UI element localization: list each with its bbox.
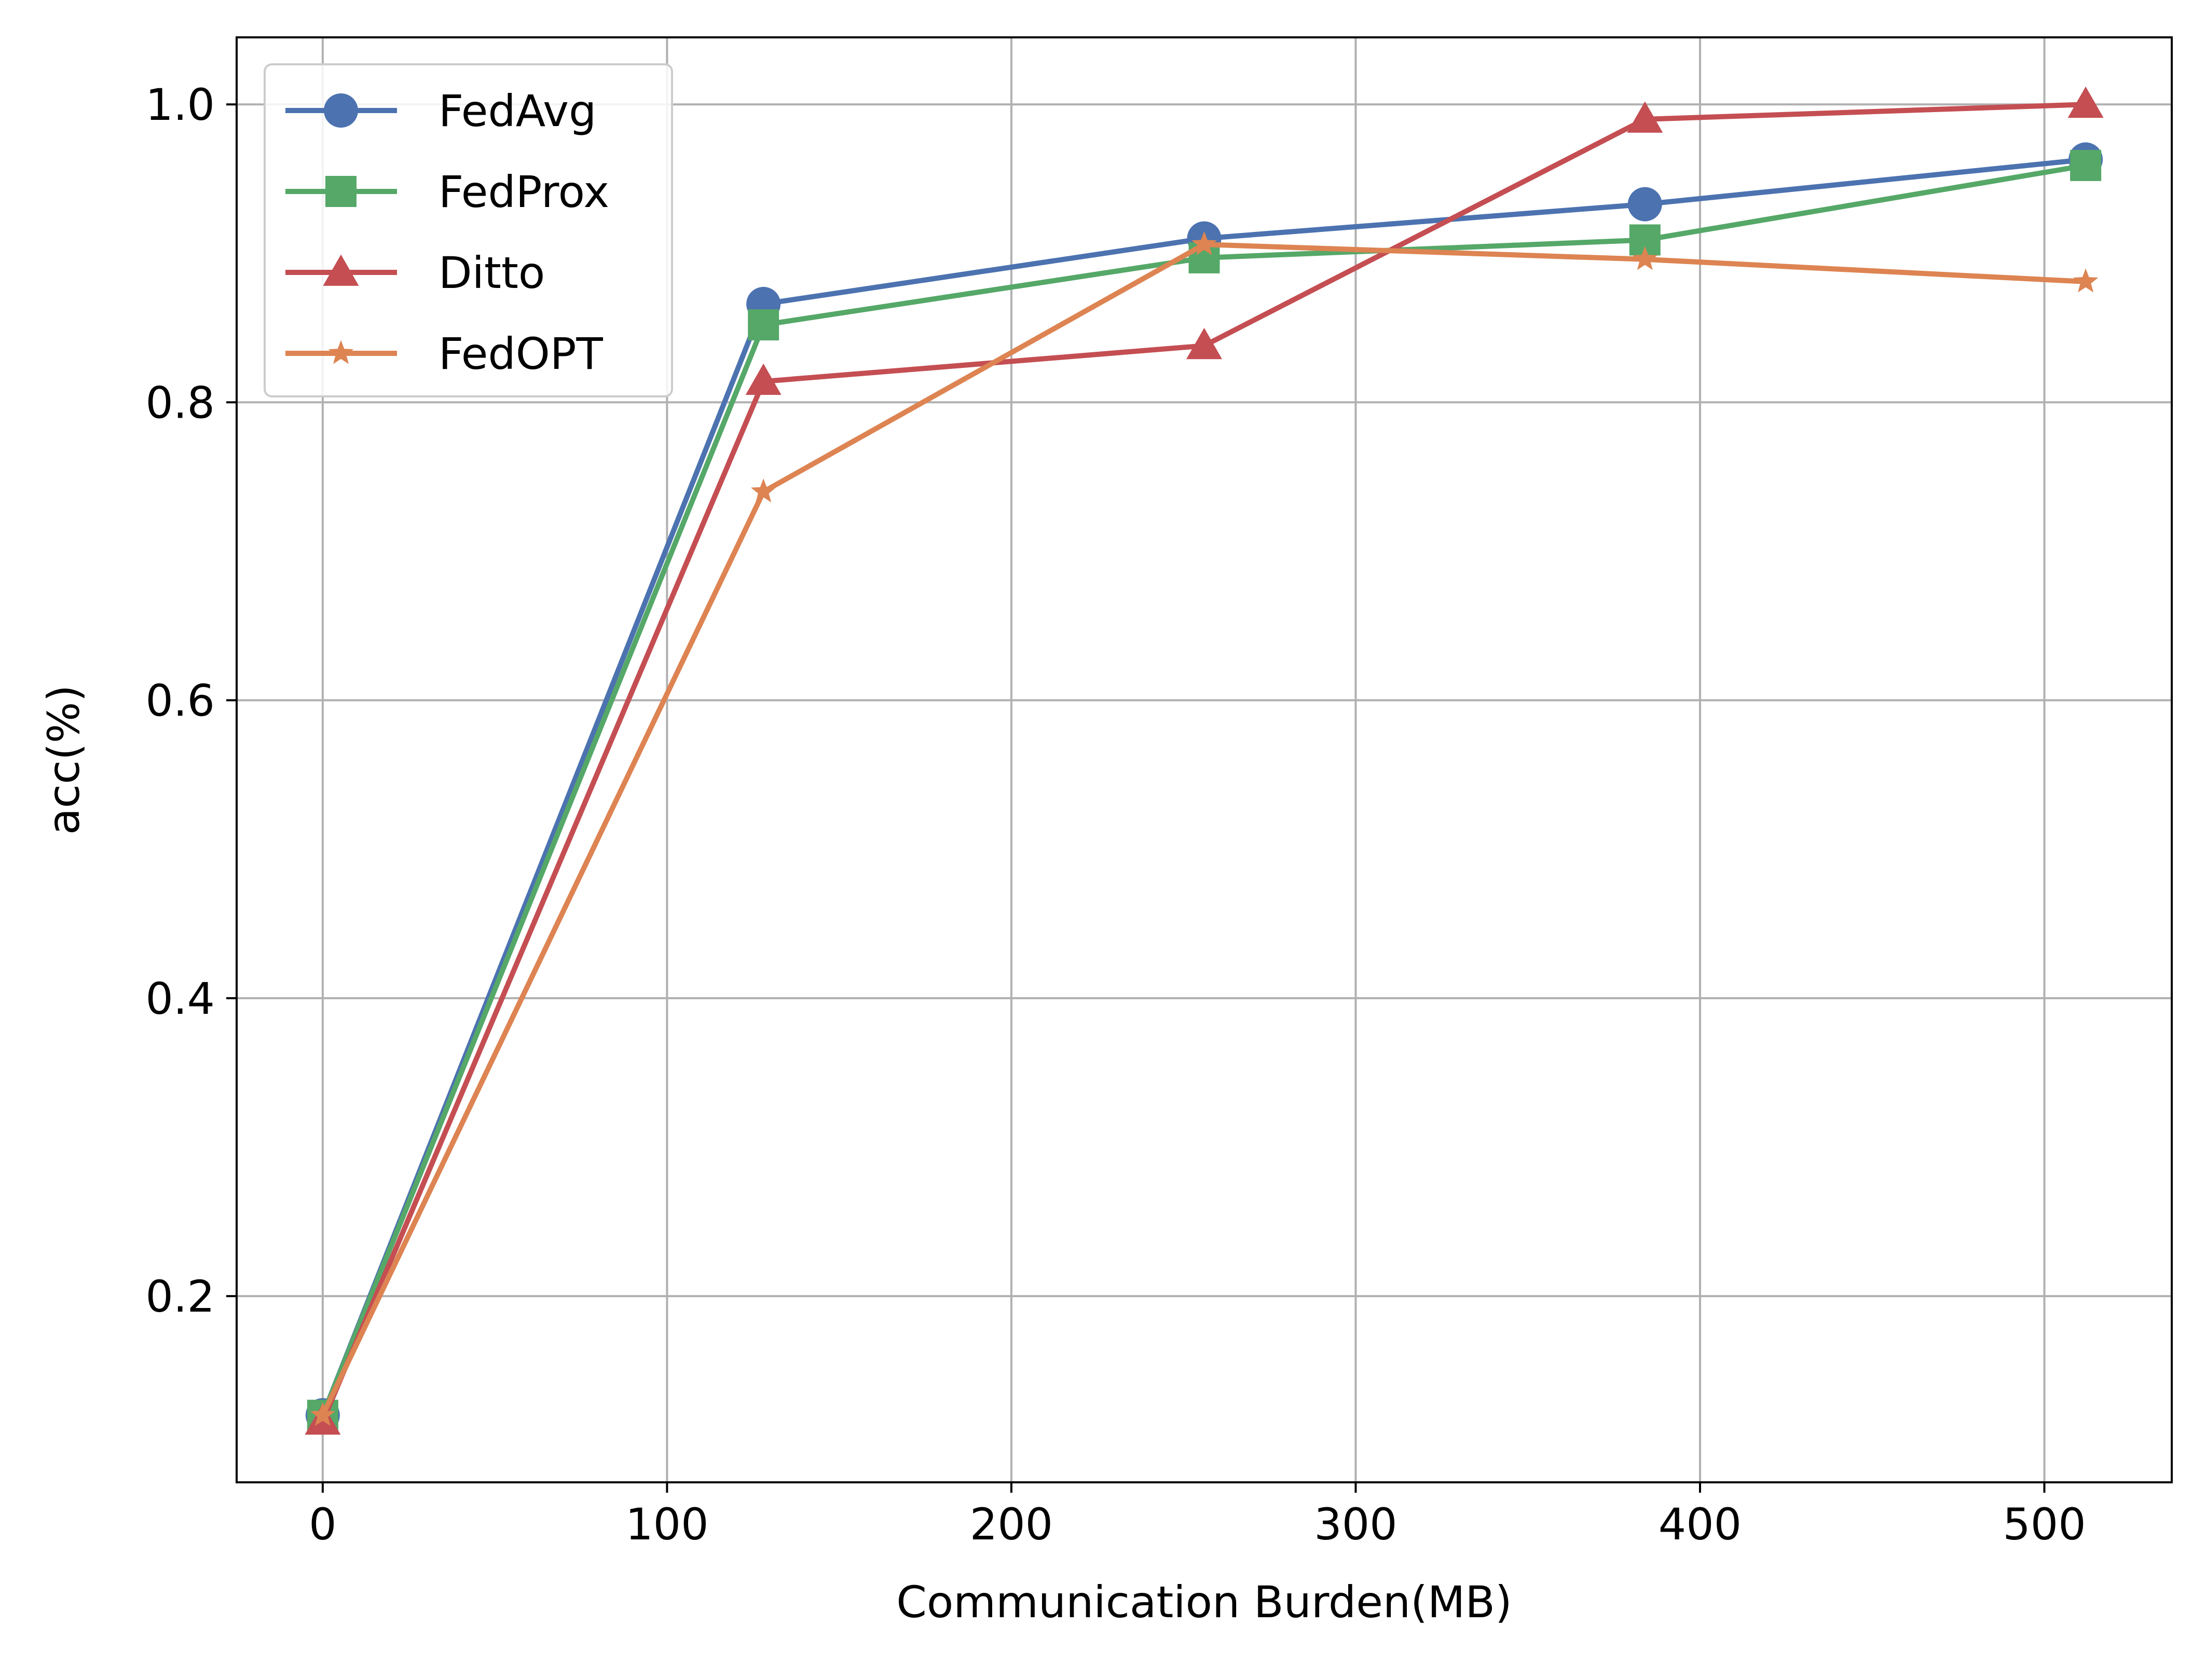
series-fedopt bbox=[310, 231, 2099, 1426]
legend-label: FedOPT bbox=[439, 328, 603, 379]
legend-item-ditto: Ditto bbox=[285, 247, 545, 298]
legend-label: Ditto bbox=[439, 247, 545, 298]
plot-frame bbox=[236, 36, 2173, 1483]
data-point bbox=[2067, 86, 2104, 118]
x-tick-label: 100 bbox=[625, 1499, 708, 1550]
data-point bbox=[745, 363, 782, 395]
data-point bbox=[1186, 327, 1222, 360]
series-line bbox=[320, 242, 2089, 1418]
y-tick-label: 1.0 bbox=[145, 79, 215, 130]
legend: FedAvg FedProx Ditto FedOPT bbox=[264, 63, 673, 397]
series-group bbox=[305, 86, 2104, 1435]
y-tick-label: 0.4 bbox=[145, 973, 215, 1024]
data-point bbox=[748, 309, 779, 341]
ticks: 0 100 200 300 400 500 0.2 0.4 0.6 0.8 1.0 bbox=[145, 79, 2086, 1550]
y-tick-label: 0.8 bbox=[145, 377, 215, 428]
data-point bbox=[1191, 231, 1217, 255]
y-axis-title: acc(%) bbox=[38, 685, 89, 835]
legend-label: FedAvg bbox=[439, 86, 596, 136]
x-tick-label: 400 bbox=[1659, 1499, 1742, 1550]
x-tick-label: 500 bbox=[2003, 1499, 2086, 1550]
data-point bbox=[1632, 246, 1658, 270]
data-point bbox=[2073, 268, 2099, 293]
legend-item-fedprox: FedProx bbox=[285, 167, 609, 217]
data-point bbox=[1627, 187, 1662, 222]
legend-marker bbox=[324, 93, 358, 128]
data-point bbox=[2070, 149, 2102, 181]
legend-box bbox=[264, 63, 673, 397]
legend-marker bbox=[323, 254, 359, 286]
legend-marker bbox=[328, 340, 354, 364]
x-tick-label: 300 bbox=[1314, 1499, 1397, 1550]
data-point bbox=[1627, 101, 1663, 133]
x-tick-label: 0 bbox=[309, 1499, 336, 1550]
data-point bbox=[310, 1402, 336, 1426]
legend-label: FedProx bbox=[439, 167, 609, 217]
y-tick-label: 0.6 bbox=[145, 676, 215, 726]
series-ditto bbox=[305, 86, 2104, 1435]
legend-item-fedopt: FedOPT bbox=[285, 328, 603, 379]
y-tick-label: 0.2 bbox=[145, 1271, 215, 1322]
x-axis-title: Communication Burden(MB) bbox=[896, 1577, 1512, 1628]
legend-marker bbox=[325, 176, 357, 207]
legend-item-fedavg: FedAvg bbox=[285, 86, 596, 136]
data-point bbox=[750, 478, 776, 503]
x-tick-label: 200 bbox=[970, 1499, 1053, 1550]
